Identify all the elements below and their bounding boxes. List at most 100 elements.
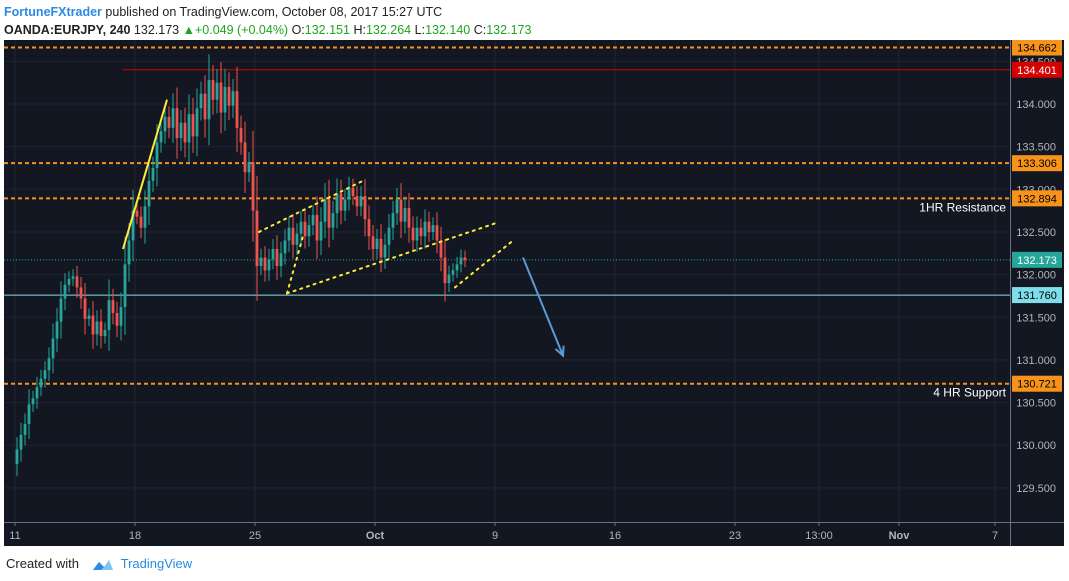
candle (31, 390, 35, 412)
tradingview-brand[interactable]: TradingView (120, 556, 193, 571)
candle-body (339, 193, 343, 211)
candle-body (139, 216, 143, 228)
candle (323, 183, 327, 239)
candle-body (51, 338, 55, 359)
candle (319, 207, 323, 256)
x-tick-label: 18 (129, 530, 141, 542)
candle-body (299, 221, 303, 234)
candle-body (319, 221, 323, 241)
candle-body (359, 196, 363, 207)
candle (339, 179, 343, 225)
candle-body (47, 358, 51, 371)
candle (403, 196, 407, 234)
candle (59, 281, 63, 339)
trend-line (122, 99, 168, 250)
candle-body (419, 227, 423, 237)
y-tick-label: 132.000 (1016, 270, 1056, 282)
candle (287, 216, 291, 252)
x-tick-label: 25 (249, 530, 261, 542)
candle (387, 214, 391, 259)
candle-body (55, 321, 59, 339)
chart-panel[interactable]: 1HR Resistance 4 HR Support 129.500 130.00… (4, 40, 1064, 546)
price-label-box (1012, 155, 1062, 172)
candle (71, 269, 75, 286)
price-label-box (1012, 40, 1062, 56)
candle-body (131, 210, 135, 241)
x-tick-label: 13:00 (805, 530, 833, 542)
candle (131, 189, 135, 262)
candle-body (391, 213, 395, 228)
candle-body (427, 221, 431, 232)
candle (55, 307, 59, 353)
candle-body (123, 264, 127, 308)
candle-body (243, 142, 247, 173)
tradingview-logo-icon[interactable] (91, 558, 115, 572)
candle (67, 271, 71, 293)
y-tick-label: 130.500 (1016, 398, 1056, 410)
candle (451, 263, 455, 282)
candle-body (203, 93, 207, 120)
x-tick-label: 9 (492, 530, 498, 542)
candle-body (371, 236, 375, 250)
candle-body (395, 199, 399, 214)
candle-body (63, 284, 67, 299)
candle-body (75, 276, 79, 288)
candle-body (191, 114, 195, 137)
candle (115, 301, 119, 338)
low-value: 132.140 (425, 23, 471, 37)
open-value: 132.151 (304, 23, 350, 37)
candle (231, 78, 235, 118)
author-name[interactable]: FortuneFXtrader (4, 5, 102, 19)
candle (275, 235, 279, 280)
candle (75, 265, 79, 298)
candles (15, 54, 467, 477)
candle-body (35, 387, 39, 399)
candle-body (235, 91, 239, 128)
candle (219, 61, 223, 134)
candle (163, 104, 167, 144)
up-triangle-icon: ▲ (182, 23, 195, 37)
candle-body (23, 423, 27, 435)
candle-body (227, 86, 231, 106)
low-label: L: (414, 23, 426, 37)
candle-body (95, 321, 99, 335)
candle (259, 248, 263, 276)
candle-body (307, 225, 311, 237)
candle (143, 190, 147, 244)
candle (235, 66, 239, 153)
candle-body (207, 80, 211, 120)
x-tick-label: 11 (9, 530, 20, 542)
candle (459, 249, 463, 273)
candle (175, 87, 179, 159)
channel-line (454, 241, 512, 289)
candle-body (155, 142, 159, 168)
candle (147, 162, 151, 225)
price-label-box (1012, 190, 1062, 207)
candle (83, 282, 87, 335)
candle (279, 241, 283, 278)
candle-body (363, 196, 367, 220)
chart-header: FortuneFXtrader published on TradingView… (4, 3, 1064, 39)
candle (63, 273, 67, 311)
x-tick-label: 7 (992, 530, 998, 542)
candle-body (451, 270, 455, 275)
candle (271, 239, 275, 270)
candle (103, 322, 107, 344)
price-axis: 129.500 130.000 130.500 131.000 131.500 132.0… (1010, 40, 1062, 546)
candle (151, 156, 155, 193)
candle-body (67, 278, 71, 285)
candle (187, 94, 191, 163)
candle (291, 214, 295, 259)
candle-body (171, 108, 175, 128)
candle-body (83, 298, 87, 319)
y-tick-label: 131.000 (1016, 355, 1056, 367)
price-chart[interactable]: 1HR Resistance 4 HR Support 129.500 130.00… (4, 40, 1064, 546)
y-tick-label: 133.500 (1016, 142, 1056, 154)
candle-body (19, 434, 23, 450)
arrow-head-icon (554, 345, 565, 358)
candle (299, 210, 303, 245)
candle (303, 209, 307, 249)
candle-body (27, 404, 31, 424)
candle-body (411, 227, 415, 241)
y-tick-label: 131.500 (1016, 312, 1056, 324)
